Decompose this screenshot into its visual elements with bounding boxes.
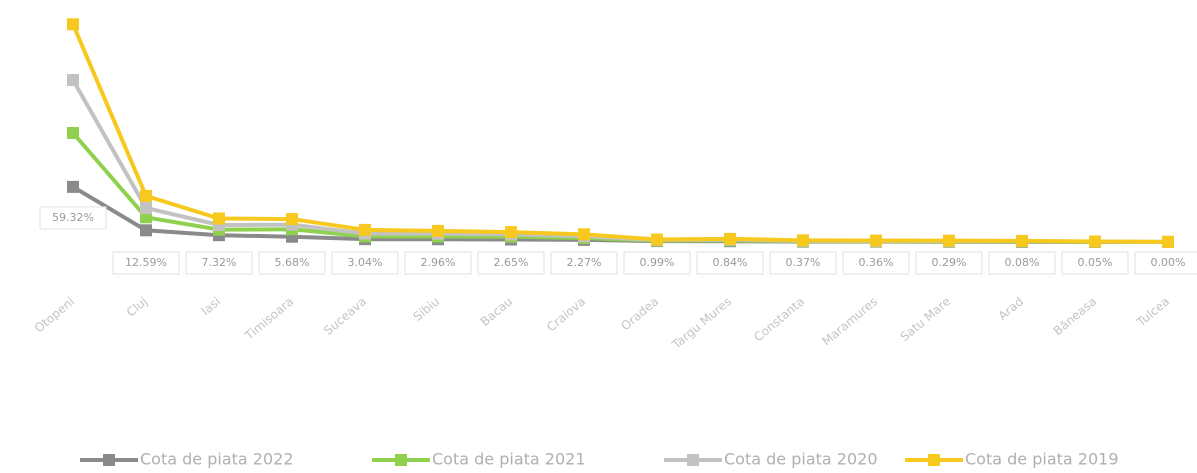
data-label: 0.37% xyxy=(786,256,821,269)
data-label-box xyxy=(331,251,399,275)
point-marker xyxy=(140,202,152,215)
data-label-box xyxy=(185,251,253,275)
point-marker xyxy=(359,223,371,236)
x-tick-label: Craiova xyxy=(544,294,588,334)
point-marker xyxy=(651,233,663,246)
data-label: 0.99% xyxy=(640,256,675,269)
point-marker xyxy=(140,224,152,237)
data-label-box xyxy=(404,251,472,275)
data-label-box xyxy=(769,251,837,275)
data-label-box xyxy=(623,251,691,275)
data-label: 2.27% xyxy=(567,256,602,269)
x-tick-label: Cluj xyxy=(124,294,150,319)
point-marker xyxy=(140,211,152,224)
data-label-box xyxy=(1061,251,1129,275)
series-line xyxy=(71,185,1169,244)
data-label: 2.65% xyxy=(494,256,529,269)
x-tick-label: Sibiu xyxy=(411,294,443,324)
legend-marker xyxy=(395,454,407,466)
point-marker xyxy=(140,189,152,202)
x-tick-label: Băneasa xyxy=(1051,294,1099,338)
data-label-box xyxy=(550,251,618,275)
x-tick-label: Maramures xyxy=(819,294,880,348)
data-label: 0.08% xyxy=(1005,256,1040,269)
x-tick-label: Satu Mare xyxy=(898,294,954,344)
point-marker xyxy=(213,212,225,225)
data-label-box xyxy=(39,206,107,230)
data-label: 0.00% xyxy=(1151,256,1186,269)
point-marker xyxy=(1089,235,1101,248)
point-marker xyxy=(286,213,298,226)
data-label: 0.29% xyxy=(932,256,967,269)
point-marker xyxy=(1016,234,1028,247)
legend-marker xyxy=(687,454,699,466)
point-marker xyxy=(67,180,79,193)
point-marker xyxy=(1162,235,1174,248)
data-label-box xyxy=(258,251,326,275)
point-marker xyxy=(67,74,79,87)
point-marker xyxy=(67,126,79,139)
data-label: 0.05% xyxy=(1078,256,1113,269)
x-tick-label: Timisoara xyxy=(242,294,297,343)
point-marker xyxy=(724,232,736,245)
point-marker xyxy=(578,228,590,241)
point-marker xyxy=(797,234,809,247)
data-label-box xyxy=(477,251,545,275)
data-label-box xyxy=(915,251,983,275)
point-marker xyxy=(870,234,882,247)
x-tick-label: Iasi xyxy=(198,294,223,318)
data-label: 3.04% xyxy=(348,256,383,269)
x-tick-label: Constanta xyxy=(751,294,807,344)
x-tick-label: Otopeni xyxy=(32,294,77,335)
legend-label: Cota de piata 2020 xyxy=(724,450,878,469)
data-label: 59.32% xyxy=(52,211,94,224)
data-label: 0.36% xyxy=(859,256,894,269)
legend-marker xyxy=(103,454,115,466)
data-label-box xyxy=(842,251,910,275)
x-tick-label: Suceava xyxy=(321,294,369,338)
data-label: 7.32% xyxy=(202,256,237,269)
data-label-box xyxy=(696,251,764,275)
x-tick-label: Targu Mures xyxy=(669,294,734,352)
x-tick-label: Arad xyxy=(996,294,1027,323)
point-marker xyxy=(943,234,955,247)
point-marker xyxy=(432,224,444,237)
data-label: 12.59% xyxy=(125,256,167,269)
data-label-box xyxy=(1134,251,1197,275)
point-marker xyxy=(67,18,79,31)
data-label-box xyxy=(988,251,1056,275)
data-label: 0.84% xyxy=(713,256,748,269)
x-tick-label: Bacau xyxy=(478,294,515,329)
x-tick-label: Tulcea xyxy=(1133,294,1172,330)
legend-label: Cota de piata 2019 xyxy=(965,450,1119,469)
data-label: 2.96% xyxy=(421,256,456,269)
x-tick-label: Oradea xyxy=(618,294,661,333)
point-marker xyxy=(505,226,517,239)
legend-label: Cota de piata 2021 xyxy=(432,450,586,469)
legend-marker xyxy=(928,454,940,466)
data-label-box xyxy=(112,251,180,275)
legend-label: Cota de piata 2022 xyxy=(140,450,294,469)
series-line xyxy=(71,23,1169,244)
data-label: 5.68% xyxy=(275,256,310,269)
